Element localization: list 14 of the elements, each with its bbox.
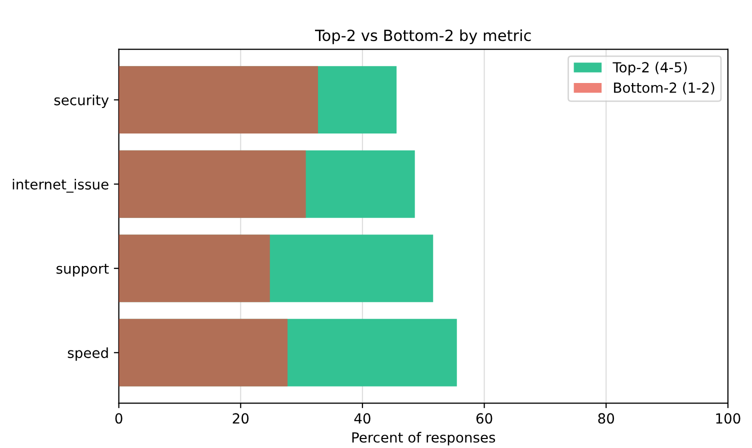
x-axis-title: Percent of responses [352, 432, 496, 446]
y-tick-label: security [54, 94, 109, 108]
x-tick-label: 20 [232, 413, 249, 424]
x-tick-label: 60 [476, 413, 492, 424]
x-tick-label: 100 [716, 413, 740, 424]
x-tick-label: 40 [354, 413, 370, 424]
y-tick-label: internet_issue [12, 178, 108, 193]
legend-label: Top-2 (4-5) [612, 62, 687, 76]
chart-title: Top-2 vs Bottom-2 by metric [315, 29, 531, 44]
y-tick-label: speed [68, 347, 108, 361]
x-tick-label: 80 [598, 413, 614, 424]
y-tick-label: support [56, 264, 109, 277]
x-tick-label: 0 [115, 413, 122, 424]
legend-label: Bottom-2 (1-2) [614, 82, 714, 95]
